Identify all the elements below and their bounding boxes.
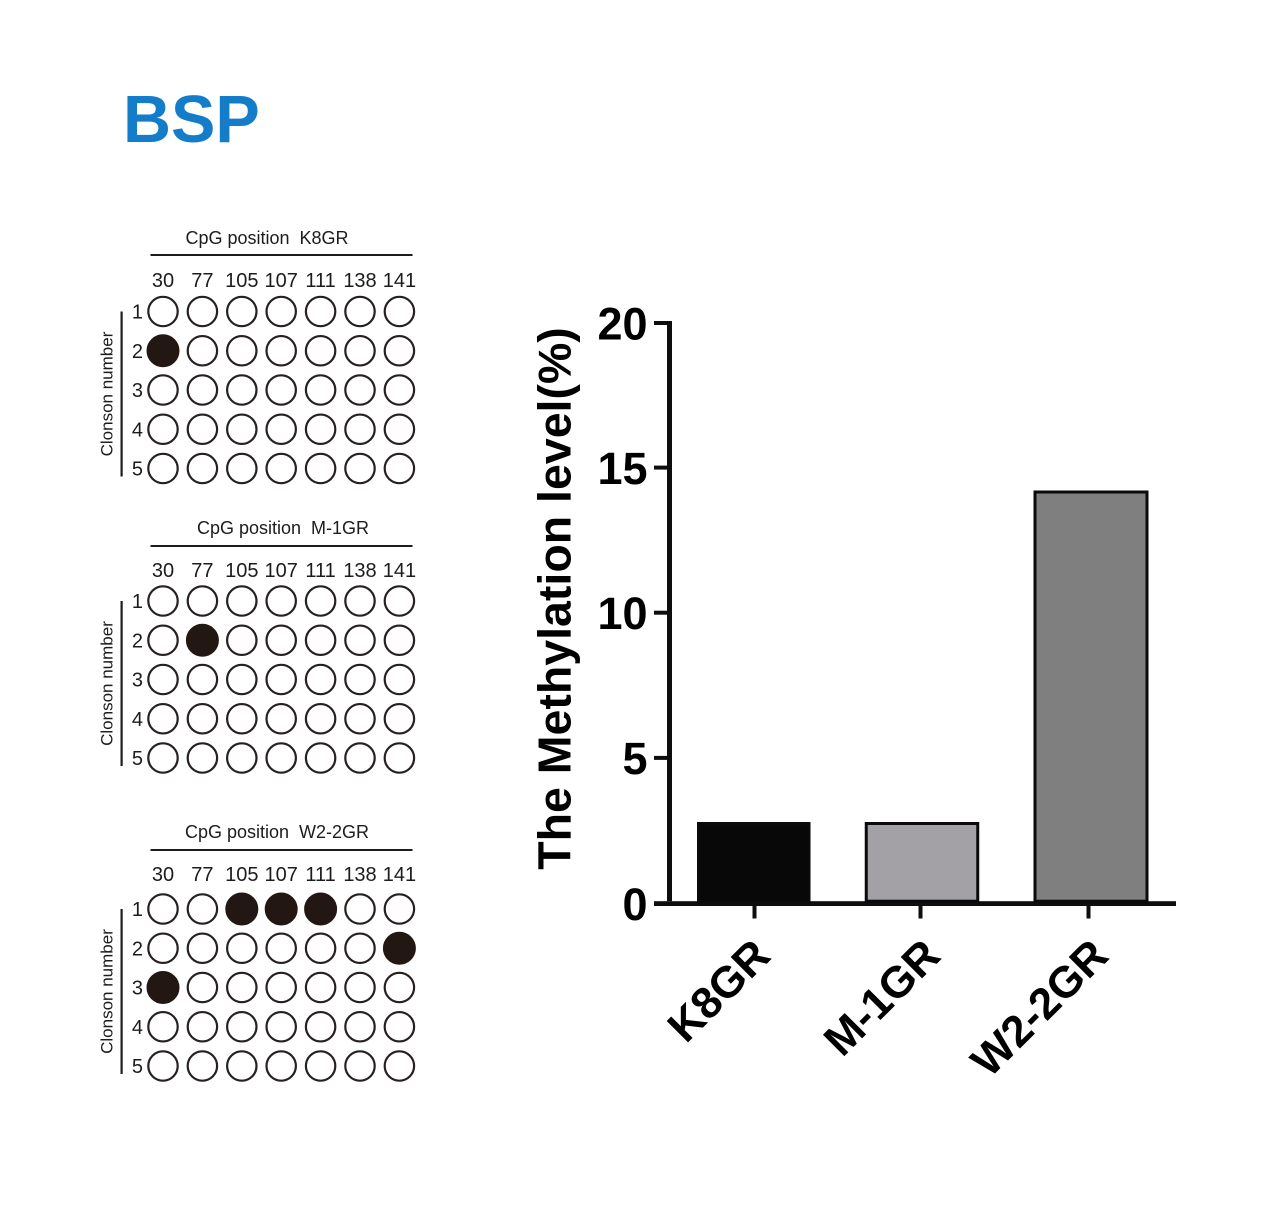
svg-text:105: 105 — [225, 270, 258, 292]
svg-text:1: 1 — [132, 899, 143, 921]
svg-text:15: 15 — [597, 443, 647, 494]
svg-text:30: 30 — [152, 560, 174, 582]
svg-text:5: 5 — [132, 1056, 143, 1078]
svg-text:107: 107 — [265, 270, 298, 292]
svg-text:CpG position K8GR: CpG position K8GR — [185, 228, 348, 248]
svg-text:CpG position W2-2GR: CpG position W2-2GR — [185, 822, 369, 842]
svg-text:CpG position M-1GR: CpG position M-1GR — [197, 518, 369, 538]
svg-text:138: 138 — [343, 560, 376, 582]
svg-text:5: 5 — [132, 748, 143, 770]
svg-text:30: 30 — [152, 864, 174, 886]
svg-text:111: 111 — [305, 560, 335, 582]
svg-text:1: 1 — [132, 591, 143, 613]
svg-text:4: 4 — [132, 1017, 143, 1039]
svg-text:2: 2 — [132, 938, 143, 960]
svg-text:30: 30 — [152, 270, 174, 292]
svg-text:0: 0 — [622, 879, 647, 930]
svg-text:105: 105 — [225, 864, 258, 886]
svg-text:111: 111 — [305, 864, 335, 886]
svg-text:BSP: BSP — [123, 83, 260, 157]
svg-text:105: 105 — [225, 560, 258, 582]
svg-text:3: 3 — [132, 670, 143, 692]
svg-text:1: 1 — [132, 302, 143, 324]
svg-text:138: 138 — [343, 864, 376, 886]
svg-text:Clonson number: Clonson number — [98, 621, 117, 746]
svg-text:77: 77 — [191, 864, 213, 886]
svg-text:10: 10 — [597, 588, 647, 639]
svg-text:141: 141 — [383, 560, 416, 582]
svg-text:Clonson number: Clonson number — [98, 929, 117, 1054]
svg-text:141: 141 — [383, 864, 416, 886]
svg-text:20: 20 — [597, 299, 647, 350]
svg-text:Clonson number: Clonson number — [98, 331, 117, 456]
svg-text:107: 107 — [265, 864, 298, 886]
svg-text:5: 5 — [622, 733, 647, 784]
svg-text:The Methylation level(%): The Methylation level(%) — [529, 327, 581, 870]
svg-text:3: 3 — [132, 978, 143, 1000]
svg-text:5: 5 — [132, 459, 143, 481]
svg-text:77: 77 — [191, 560, 213, 582]
svg-text:2: 2 — [132, 341, 143, 363]
svg-text:4: 4 — [132, 709, 143, 731]
svg-text:77: 77 — [191, 270, 213, 292]
svg-text:141: 141 — [383, 270, 416, 292]
svg-text:111: 111 — [305, 270, 335, 292]
svg-text:4: 4 — [132, 419, 143, 441]
svg-text:138: 138 — [343, 270, 376, 292]
svg-text:3: 3 — [132, 380, 143, 402]
svg-text:107: 107 — [265, 560, 298, 582]
svg-text:2: 2 — [132, 630, 143, 652]
